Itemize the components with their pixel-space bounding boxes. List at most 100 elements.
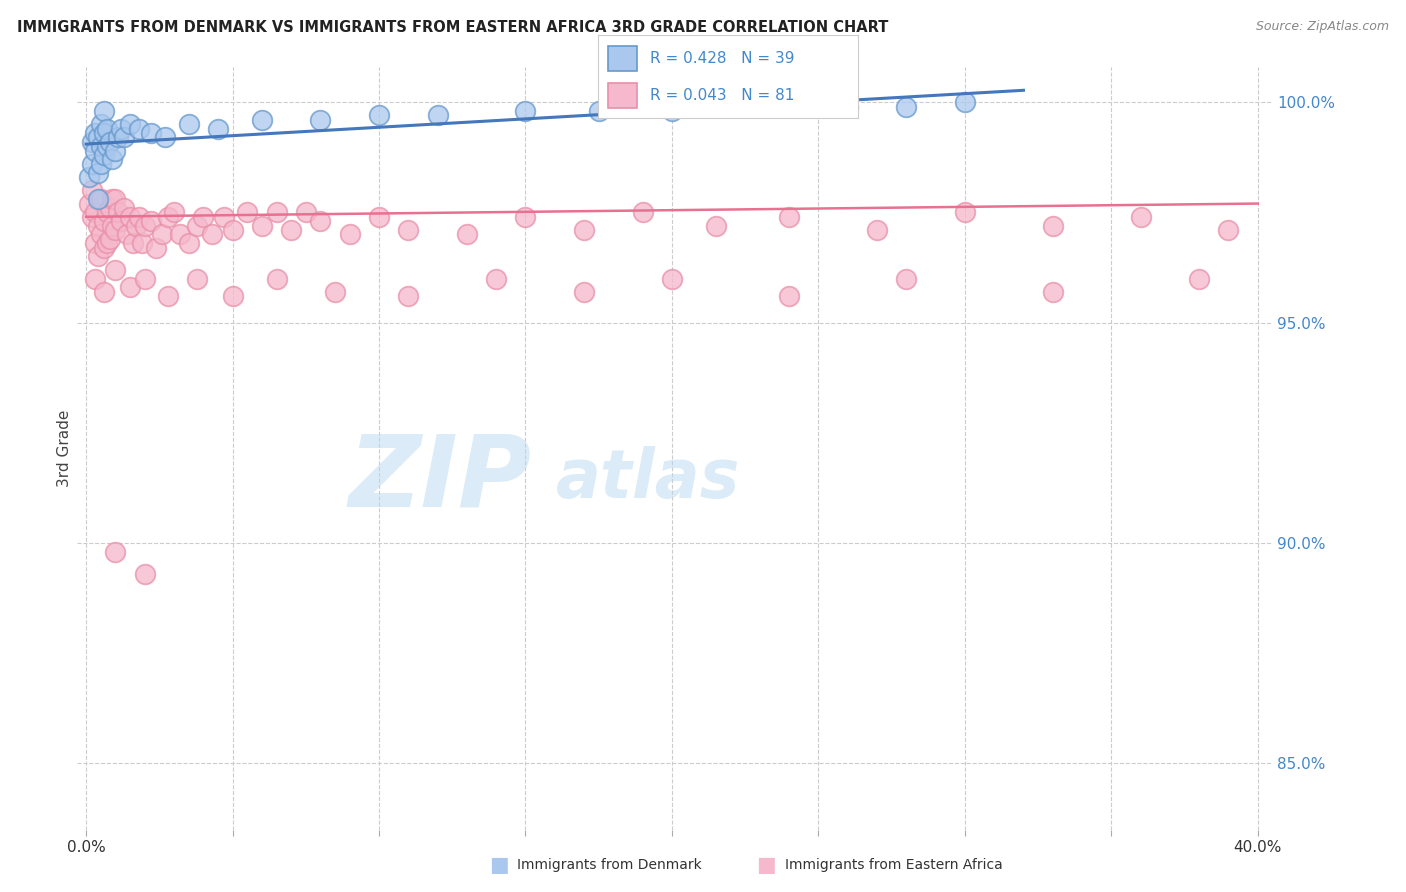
Point [98,232,121,246]
Point [515,103,537,118]
Text: Source: ZipAtlas.com: Source: ZipAtlas.com [1256,20,1389,33]
Point [1218,223,1240,237]
Point [485,271,508,285]
Point [157,210,180,224]
Point [323,285,346,299]
Point [77,170,100,185]
Point [139,126,162,140]
Text: ■: ■ [489,855,509,875]
Point [104,144,127,158]
Point [128,210,150,224]
Point [107,130,129,145]
Point [212,210,235,224]
Point [104,545,127,559]
Point [83,144,105,158]
Point [456,227,478,242]
Point [837,99,859,113]
Point [309,112,332,127]
Text: Immigrants from Eastern Africa: Immigrants from Eastern Africa [785,858,1002,872]
Point [87,130,110,145]
Point [107,205,129,219]
Point [866,223,889,237]
Point [250,219,273,233]
Point [368,210,391,224]
Point [96,205,118,219]
Point [236,205,259,219]
Point [93,103,115,118]
Point [87,219,110,233]
Point [631,205,654,219]
Point [125,219,148,233]
Point [896,99,918,113]
Point [426,108,449,122]
Point [572,285,595,299]
Point [87,166,110,180]
Text: R = 0.043   N = 81: R = 0.043 N = 81 [650,87,794,103]
Point [90,157,112,171]
Point [90,117,112,131]
Point [104,223,127,237]
Point [101,153,124,167]
Point [83,271,105,285]
Point [661,103,683,118]
Point [83,236,105,251]
Point [83,205,105,219]
Point [207,121,229,136]
Point [98,135,121,149]
Point [104,262,127,277]
Point [93,148,115,162]
Point [368,108,391,122]
Point [80,157,103,171]
Point [131,236,153,251]
Point [250,112,273,127]
Point [139,214,162,228]
Point [309,214,332,228]
Point [572,223,595,237]
Point [280,223,302,237]
Point [896,271,918,285]
Point [96,236,118,251]
Point [1129,210,1152,224]
Text: ZIP: ZIP [349,430,531,527]
Point [118,117,141,131]
Point [101,219,124,233]
Point [704,219,727,233]
Point [145,241,167,255]
Point [90,227,112,242]
Point [128,121,150,136]
Point [339,227,361,242]
Point [96,139,118,153]
Point [122,236,145,251]
Point [80,183,103,197]
Point [134,219,156,233]
Text: ■: ■ [756,855,776,875]
Bar [607,83,637,108]
Point [118,210,141,224]
Point [177,236,200,251]
Point [87,250,110,264]
Point [1042,219,1064,233]
Point [93,285,115,299]
Bar [607,46,637,71]
Point [157,289,180,303]
Point [77,196,100,211]
Point [83,126,105,140]
Point [98,201,121,215]
Point [87,192,110,206]
Point [93,214,115,228]
Point [110,214,132,228]
Point [1188,271,1211,285]
Point [80,210,103,224]
Point [396,289,419,303]
Point [101,192,124,206]
Point [177,117,200,131]
Text: atlas: atlas [555,446,740,512]
Point [266,205,288,219]
Point [748,99,770,113]
Text: Immigrants from Denmark: Immigrants from Denmark [517,858,702,872]
Point [221,223,243,237]
Point [96,121,118,136]
Point [150,227,173,242]
Point [193,210,215,224]
Point [110,121,132,136]
